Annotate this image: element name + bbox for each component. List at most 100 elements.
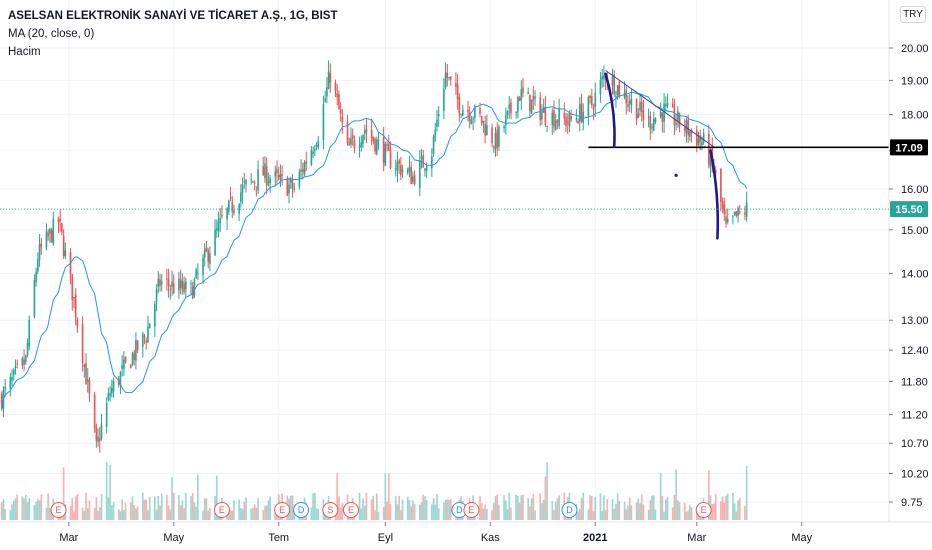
volume-bar xyxy=(112,502,115,520)
candle-body xyxy=(83,364,86,368)
volume-bar xyxy=(73,511,75,520)
candle-body xyxy=(518,97,521,101)
candle-body xyxy=(112,381,115,392)
volume-bar xyxy=(98,507,101,520)
candle-body xyxy=(281,174,283,176)
candle-body xyxy=(171,281,173,287)
candle-body xyxy=(744,212,746,215)
volume-bar xyxy=(689,504,691,520)
candle-body xyxy=(293,188,296,190)
ma-indicator-label[interactable]: MA (20, close, 0) xyxy=(8,28,95,40)
candle-body xyxy=(508,104,511,110)
candle-body xyxy=(253,182,256,184)
volume-bar xyxy=(107,497,110,520)
event-marker-earnings[interactable]: E xyxy=(50,502,67,518)
candle-body xyxy=(341,117,344,123)
volume-bar xyxy=(124,502,127,520)
candle-body xyxy=(207,250,209,262)
volume-bar xyxy=(16,494,19,520)
event-marker-split[interactable]: S xyxy=(322,502,339,518)
event-marker-earnings[interactable]: E xyxy=(342,502,359,518)
candle-body xyxy=(735,211,738,216)
candle-body xyxy=(219,218,222,223)
candle-body xyxy=(348,142,351,146)
candle-body xyxy=(205,247,208,252)
volume-bar xyxy=(253,504,256,520)
candle-body xyxy=(551,112,554,126)
candle-body xyxy=(389,149,392,169)
x-tick-label: May xyxy=(163,532,184,544)
volume-bar xyxy=(243,501,246,520)
volume-bar xyxy=(520,495,523,520)
volume-bar xyxy=(431,504,433,520)
candle-body xyxy=(377,139,380,142)
volume-bar xyxy=(123,509,125,520)
candle-body xyxy=(420,156,423,159)
volume-bar xyxy=(252,507,254,520)
volume-bar xyxy=(229,509,232,520)
candle-body xyxy=(24,355,27,362)
volume-bar xyxy=(663,511,665,520)
candle-body xyxy=(683,127,686,131)
candle-body xyxy=(642,110,645,120)
candle-body xyxy=(566,122,569,124)
candle-body xyxy=(699,135,702,142)
candle-body xyxy=(651,126,653,128)
volume-bar xyxy=(33,504,36,520)
candle-body xyxy=(264,163,266,178)
candle-body xyxy=(11,377,13,381)
candle-body xyxy=(300,169,302,172)
volume-bar xyxy=(233,500,235,520)
candle-body xyxy=(599,79,602,95)
candle-body xyxy=(504,115,507,126)
candle-body xyxy=(372,136,375,142)
candle-body xyxy=(460,114,462,116)
event-marker-dividend[interactable]: D xyxy=(293,502,310,518)
volume-bar xyxy=(374,509,376,520)
volume-bar xyxy=(45,507,48,520)
event-marker-earnings[interactable]: E xyxy=(695,502,712,518)
candle-body xyxy=(615,96,617,98)
candle-body xyxy=(375,139,378,154)
hand-drawn-line[interactable] xyxy=(604,72,616,149)
volume-bar xyxy=(166,494,168,520)
volume-bar xyxy=(649,499,652,520)
currency-badge[interactable]: TRY xyxy=(900,6,926,23)
trendline[interactable] xyxy=(605,70,715,148)
candle-body xyxy=(449,76,452,80)
candle-body xyxy=(240,192,242,202)
candle-body xyxy=(628,101,631,104)
candle-body xyxy=(685,120,688,134)
candle-body xyxy=(472,118,474,120)
event-marker-earnings[interactable]: E xyxy=(213,502,230,518)
candle-body xyxy=(412,176,414,182)
event-marker-earnings[interactable]: E xyxy=(274,502,291,518)
candle-body xyxy=(228,200,230,212)
x-tick-label: Kas xyxy=(481,532,500,544)
volume-bar xyxy=(315,508,318,520)
volume-bar xyxy=(721,496,724,520)
volume-bar xyxy=(202,510,204,520)
volume-bar xyxy=(711,504,714,520)
volume-bar xyxy=(448,499,450,520)
candle-body xyxy=(45,231,48,248)
event-marker-earnings[interactable]: E xyxy=(463,502,480,518)
x-tick-label: Mar xyxy=(59,532,78,544)
volume-bar xyxy=(635,502,638,520)
volume-bar xyxy=(412,500,414,520)
candle-body xyxy=(14,366,17,369)
event-label: D xyxy=(456,505,463,515)
volume-bar xyxy=(732,492,734,520)
candle-body xyxy=(482,120,485,123)
event-marker-dividend[interactable]: D xyxy=(561,502,578,518)
candle-body xyxy=(61,223,63,233)
volume-label[interactable]: Hacim xyxy=(8,46,41,58)
candle-body xyxy=(109,393,111,396)
candle-body xyxy=(386,144,388,146)
volume-bar xyxy=(611,499,614,520)
volume-bar xyxy=(651,495,653,520)
candle-body xyxy=(520,89,523,101)
hand-drawn-line[interactable] xyxy=(709,149,720,240)
